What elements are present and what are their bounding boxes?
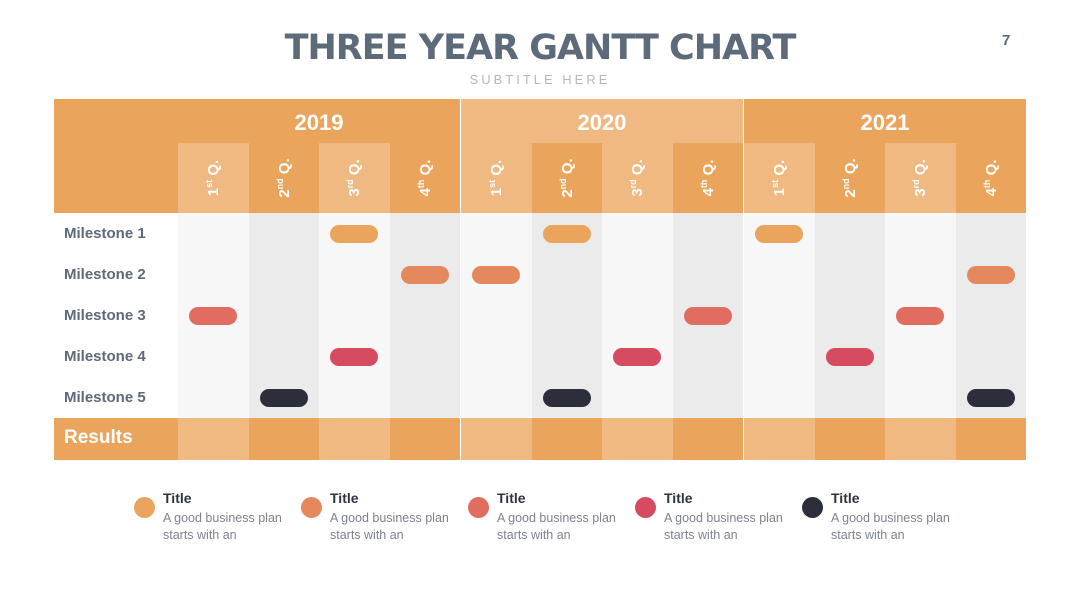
milestone-bar [966,388,1015,407]
body-column [531,213,602,418]
results-cell [461,418,532,460]
quarter-label: 4th Q. [698,159,717,197]
milestone-bar [542,388,591,407]
milestone-label: Milestone 3 [64,307,146,324]
quarter-label: 1st Q. [204,159,223,197]
legend-title: Title [664,490,693,506]
quarter-label: 3rd Q. [628,159,647,197]
legend-item: Title A good business plan starts with an [635,488,785,548]
quarter-header-cell [602,143,673,213]
results-cell [248,418,319,460]
legend-title: Title [831,490,860,506]
milestone-label: Milestone 4 [64,348,146,365]
results-cell [389,418,460,460]
quarter-header-cell [814,143,885,213]
quarter-label: 2nd Q. [274,158,293,198]
year-label: 2020 [577,110,627,135]
milestone-bar [542,224,591,243]
results-label: Results [64,427,133,448]
legend-item: Title A good business plan starts with an [468,488,618,548]
legend-description: A good business plan starts with an [163,511,282,542]
quarter-header-cell [744,143,815,213]
milestone-bar [330,224,379,243]
quarter-header-cell [672,143,743,213]
quarter-header-cell [178,143,249,213]
results-cell [672,418,743,460]
legend-item: Title A good business plan starts with an [802,488,952,548]
header-corner [54,99,178,213]
year-label: 2021 [860,110,910,135]
legend-title: Title [497,490,526,506]
quarter-header-cell [955,143,1026,213]
milestone-bar [189,306,238,325]
results-cell [178,418,249,460]
body-column [248,213,319,418]
milestone-bar [472,265,521,284]
quarter-label: 1st Q. [770,159,789,197]
year-header-cell [461,99,743,143]
results-cell [319,418,390,460]
legend-description: A good business plan starts with an [497,511,616,542]
results-cell [885,418,956,460]
milestone-bar [755,224,804,243]
milestone-bar [896,306,945,325]
legend-item: Title A good business plan starts with an [134,488,284,548]
year-header-cell [178,99,460,143]
results-cell [531,418,602,460]
quarter-header-cell [389,143,460,213]
quarter-label: 3rd Q. [911,159,930,197]
results-cell [602,418,673,460]
quarter-header-cell [248,143,319,213]
milestone-bar [400,265,449,284]
milestone-bar [259,388,308,407]
quarter-header-cell [531,143,602,213]
milestone-bar [683,306,732,325]
page-title: THREE YEAR GANTT CHART [284,28,797,68]
legend-item: Title A good business plan starts with an [301,488,451,548]
body-column [955,213,1026,418]
body-column [319,213,390,418]
body-column [461,213,532,418]
quarter-label: 4th Q. [415,159,434,197]
results-cell [814,418,885,460]
milestone-bar [330,347,379,366]
legend-dot [635,497,656,518]
quarter-header-cell [885,143,956,213]
milestone-label: Milestone 1 [64,225,146,242]
body-column [602,213,673,418]
quarter-header-cell [319,143,390,213]
results-label-cell [54,418,178,460]
quarter-header-cell [461,143,532,213]
results-cell [955,418,1026,460]
milestone-bar [825,347,874,366]
quarter-label: 1st Q. [487,159,506,197]
milestone-label: Milestone 5 [64,389,146,406]
year-label: 2019 [294,110,344,135]
quarter-label: 4th Q. [981,159,1000,197]
quarter-label: 3rd Q. [345,159,364,197]
results-cell [744,418,815,460]
quarter-label: 2nd Q. [840,158,859,198]
legend-description: A good business plan starts with an [664,511,783,542]
legend-dot [802,497,823,518]
milestone-bar [966,265,1015,284]
legend-dot [301,497,322,518]
page-number: 7 [1002,32,1011,49]
quarter-label: 2nd Q. [557,158,576,198]
body-column [389,213,460,418]
legend-dot [468,497,489,518]
milestone-label: Milestone 2 [64,266,146,283]
legend-title: Title [330,490,359,506]
body-column [814,213,885,418]
legend-description: A good business plan starts with an [330,511,449,542]
page-subtitle: SUBTITLE HERE [469,72,611,87]
year-header-cell [744,99,1026,143]
body-column [744,213,815,418]
legend-description: A good business plan starts with an [831,511,950,542]
legend-dot [134,497,155,518]
milestone-bar [613,347,662,366]
legend-title: Title [163,490,192,506]
